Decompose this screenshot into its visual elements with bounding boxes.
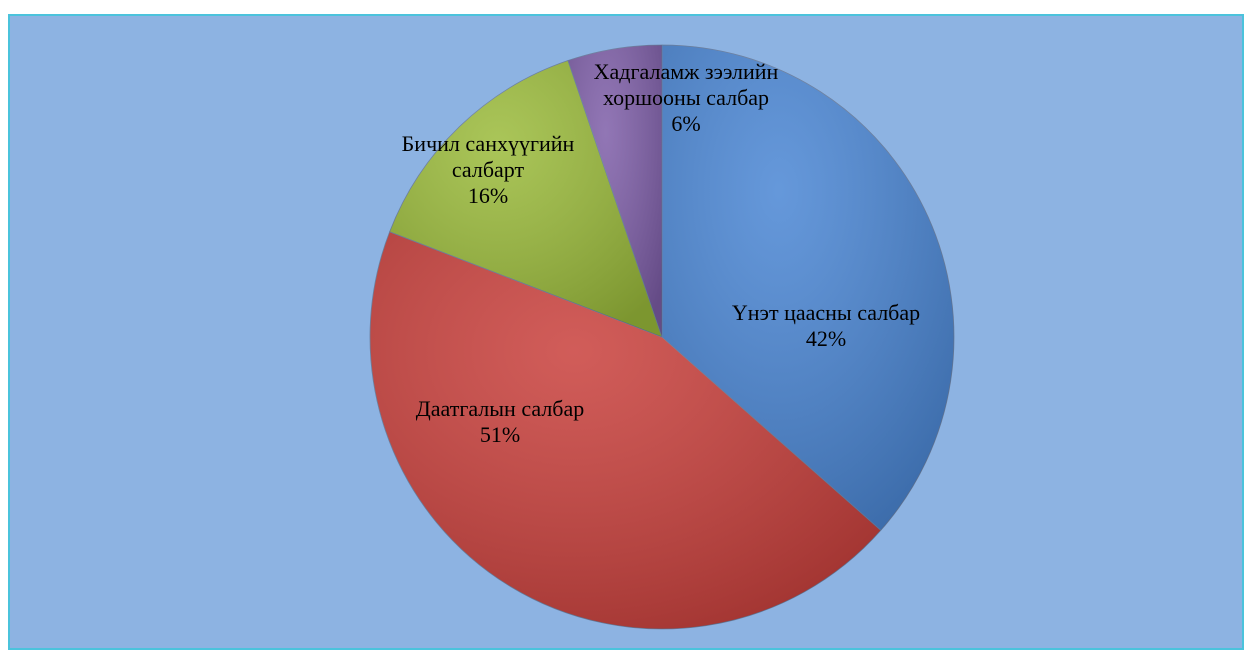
category-name: Даатгалын салбар	[415, 396, 585, 421]
category-name: Бичил санхүүгийн салбарт	[401, 131, 575, 182]
slice-label: Хадгаламж зээлийн хоршооны салбар 6%	[561, 59, 811, 137]
category-name: Хадгаламж зээлийн хоршооны салбар	[593, 59, 779, 110]
value-label: 16%	[467, 183, 509, 208]
value-label: 42%	[805, 326, 847, 351]
slice-label: Даатгалын салбар 51%	[370, 396, 630, 448]
value-label: 51%	[479, 422, 521, 447]
slice-shade	[369, 231, 881, 630]
value-label: 6%	[671, 111, 701, 136]
slice-shade	[389, 60, 662, 337]
slice-shade	[662, 45, 955, 531]
slice-label: Үнэт цаасны салбар 42%	[696, 300, 956, 352]
slice-shade	[567, 45, 662, 337]
category-name: Үнэт цаасны салбар	[731, 300, 921, 325]
slice-label: Бичил санхүүгийн салбарт 16%	[381, 131, 596, 209]
